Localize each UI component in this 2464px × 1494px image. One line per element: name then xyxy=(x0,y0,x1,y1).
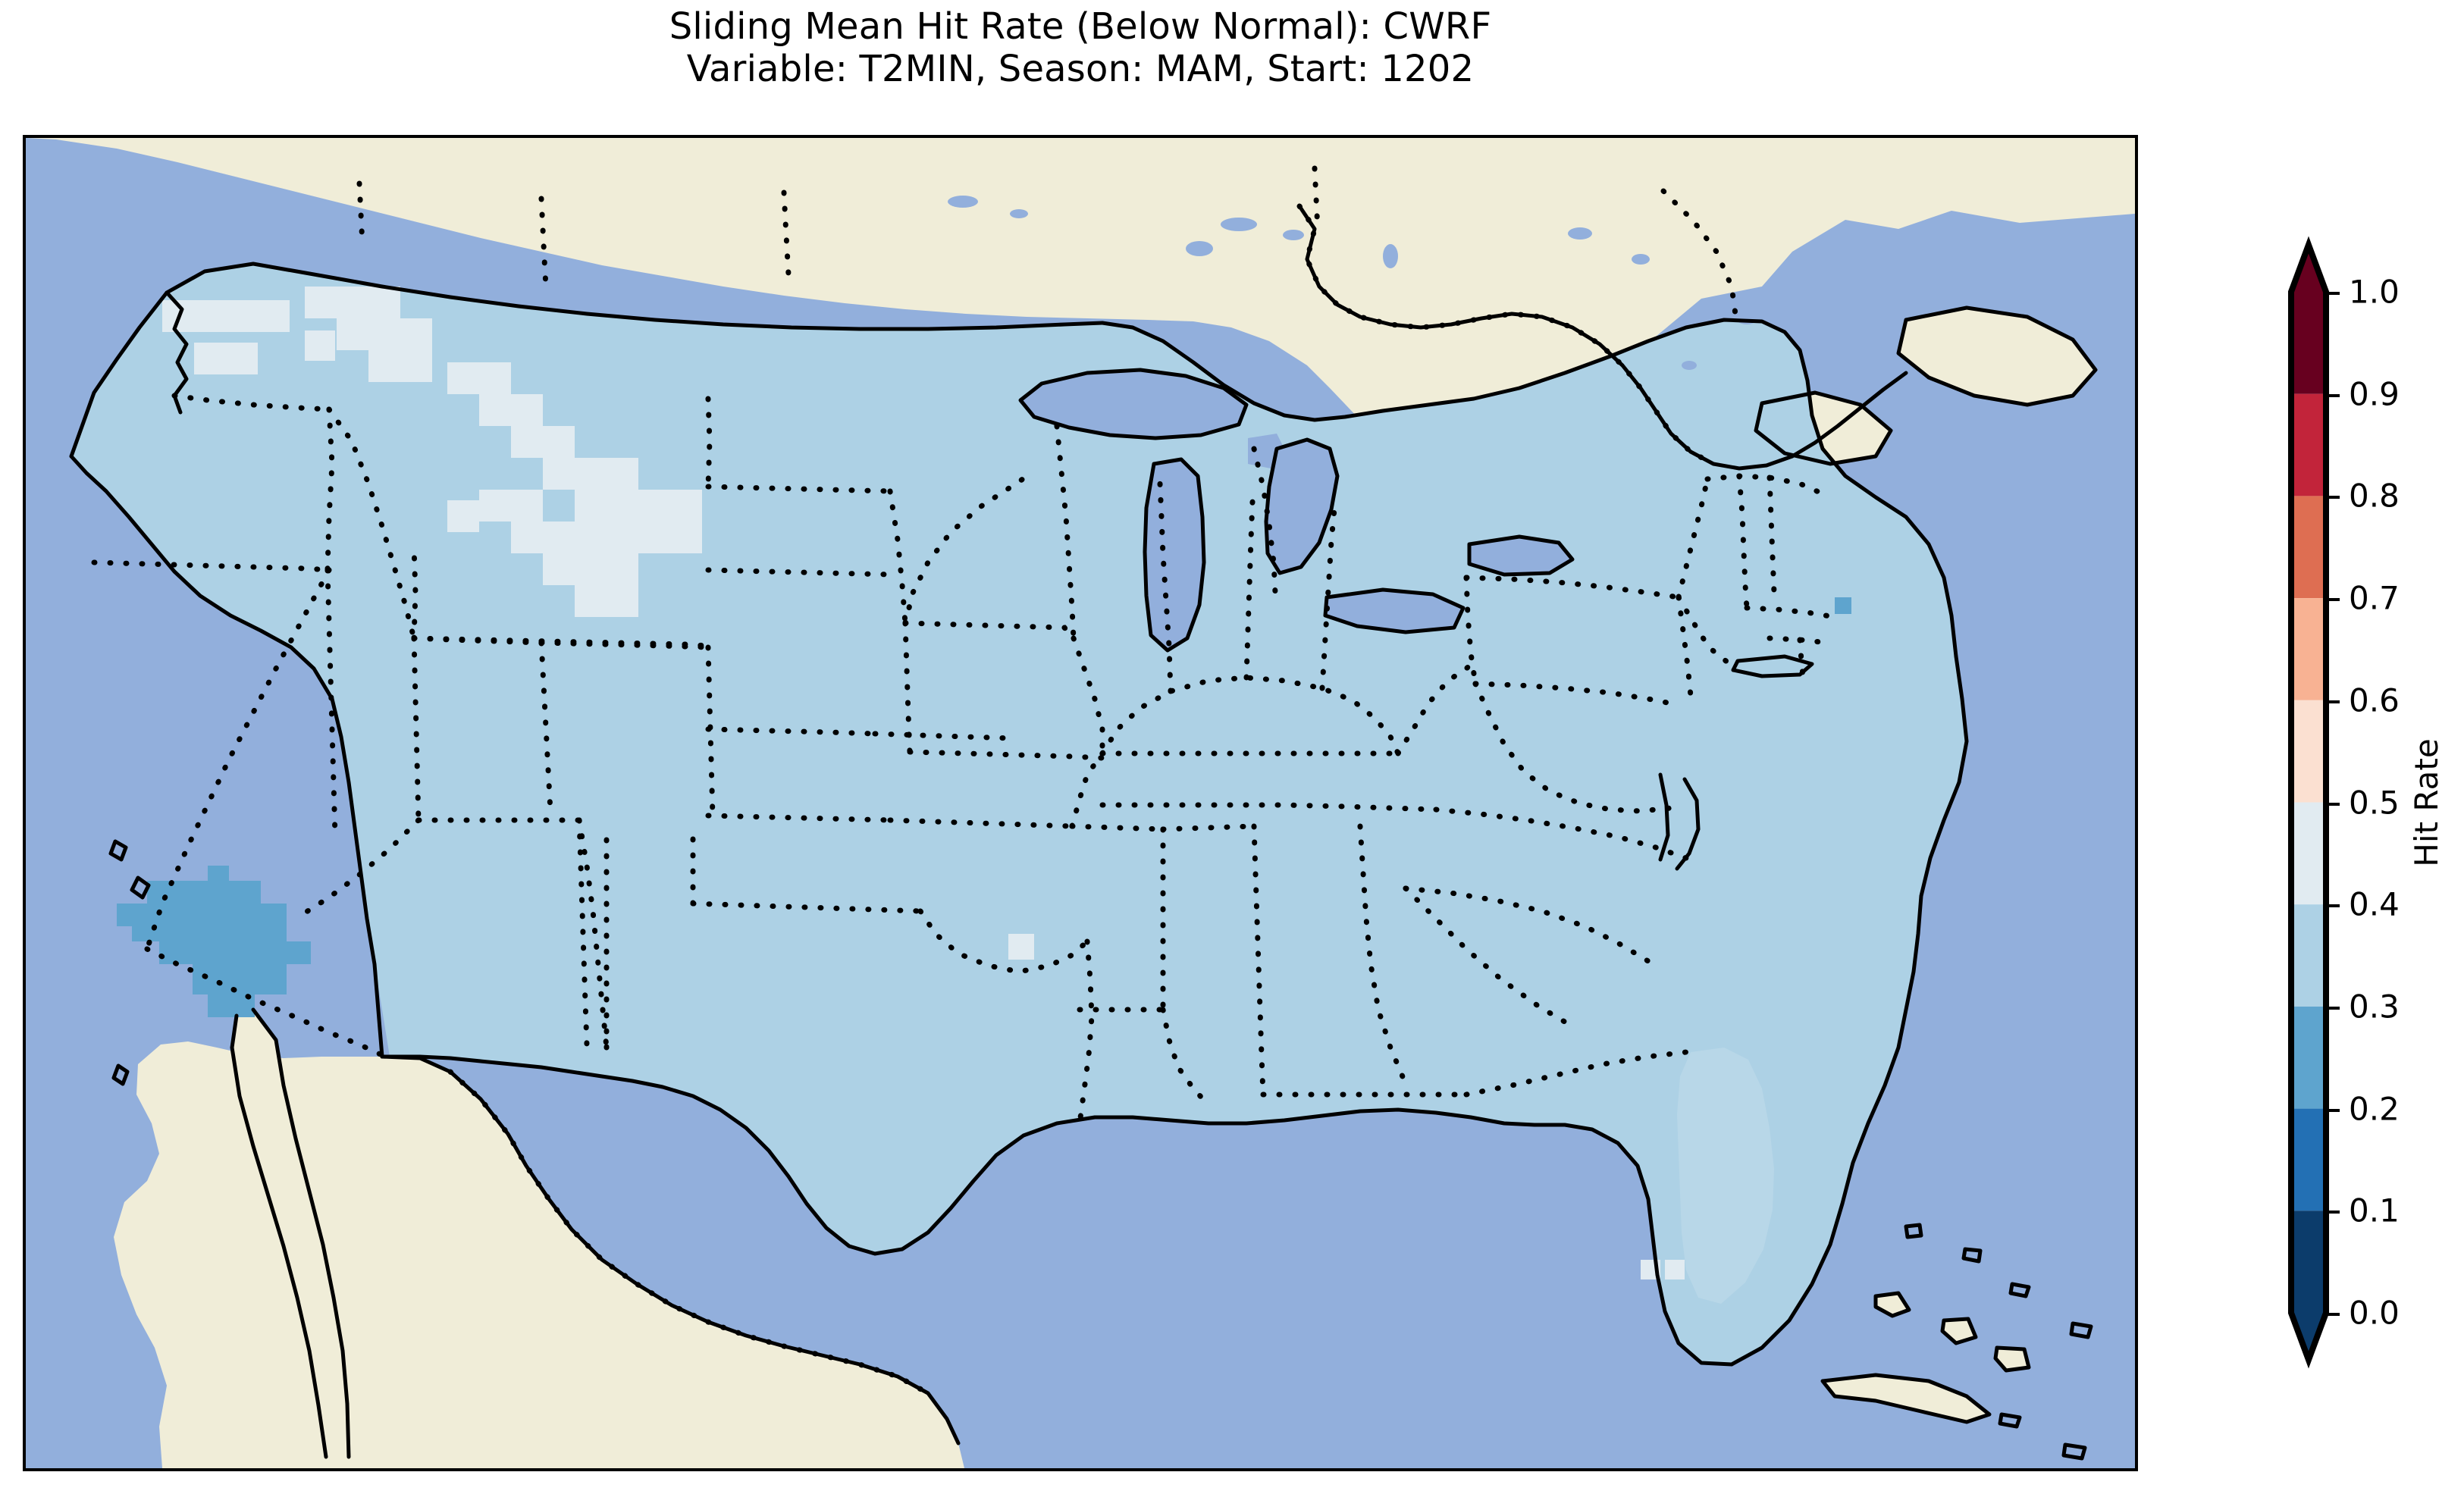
colorbar-label-0-3: 0.3 xyxy=(2349,988,2400,1026)
colorbar-label-1-0: 1.0 xyxy=(2349,273,2400,311)
map-plot-area[interactable] xyxy=(23,135,2138,1471)
colorbar-tick-0-7 xyxy=(2326,598,2340,602)
colorbar-tick-0-6 xyxy=(2326,700,2340,703)
coastline-layer xyxy=(69,204,2098,1461)
colorbar-label-0-6: 0.6 xyxy=(2349,681,2400,719)
colorbar-tick-0-8 xyxy=(2326,496,2340,500)
page-title: Sliding Mean Hit Rate (Below Normal): CW… xyxy=(0,5,2161,90)
colorbar-tick-1-0 xyxy=(2326,292,2340,295)
colorbar-tick-0-3 xyxy=(2326,1006,2340,1010)
colorbar-bands xyxy=(2291,245,2326,1360)
colorbar-label-0-2: 0.2 xyxy=(2349,1090,2400,1128)
colorbar-label-0-7: 0.7 xyxy=(2349,579,2400,617)
colorbar-tick-0-0 xyxy=(2326,1313,2340,1316)
florida-cell-group xyxy=(1677,1048,1774,1304)
colorbar-tick-0-4 xyxy=(2326,904,2340,908)
colorbar-label-0-8: 0.8 xyxy=(2349,477,2400,515)
state-border-layer xyxy=(91,165,1838,1396)
colorbar-label-0-9: 0.9 xyxy=(2349,375,2400,413)
colorbar-label-0-1: 0.1 xyxy=(2349,1192,2400,1229)
colorbar-label-0-4: 0.4 xyxy=(2349,885,2400,923)
colorbar-label-0-5: 0.5 xyxy=(2349,784,2400,821)
title-line-2: Variable: T2MIN, Season: MAM, Start: 120… xyxy=(686,47,1475,90)
map-svg xyxy=(26,138,2135,1468)
colorbar-label-0-0: 0.0 xyxy=(2349,1294,2400,1332)
colorbar-axis-label: Hit Rate xyxy=(2408,738,2445,867)
title-line-1: Sliding Mean Hit Rate (Below Normal): CW… xyxy=(669,5,1492,48)
colorbar-tick-0-5 xyxy=(2326,802,2340,806)
great-lakes-layer xyxy=(948,196,1757,650)
colorbar-tick-0-2 xyxy=(2326,1108,2340,1112)
colorbar-tick-0-1 xyxy=(2326,1211,2340,1214)
colorbar[interactable]: 1.0 0.9 0.8 0.7 0.6 0.5 0.4 0.3 0.2 0.1 … xyxy=(2288,236,2400,1369)
colorbar-tick-0-9 xyxy=(2326,393,2340,397)
colorbar-swatches xyxy=(2288,236,2329,1369)
